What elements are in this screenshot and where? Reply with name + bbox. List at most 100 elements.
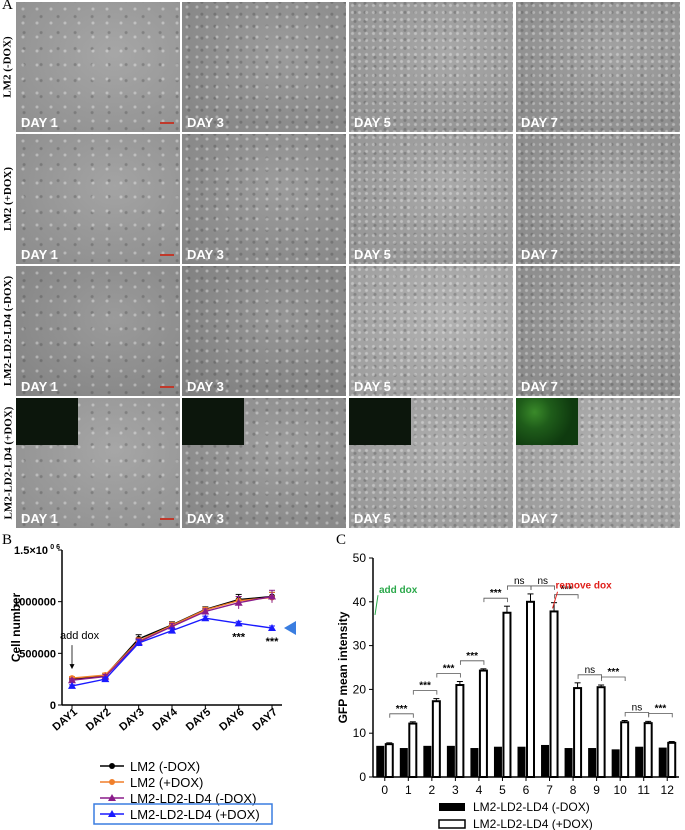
comparison-bracket — [459, 660, 485, 665]
micrograph-tile: DAY 3 — [182, 134, 346, 264]
cell-texture — [16, 134, 180, 264]
comparison-bracket — [554, 594, 579, 599]
micrograph-tile: DAY 7 — [516, 134, 680, 264]
add-dox-pointer — [374, 595, 379, 616]
bar-plus-dox — [384, 743, 394, 778]
legend: LM2 (-DOX)LM2 (+DOX)LM2-LD2-LD4 (-DOX)LM… — [93, 759, 273, 825]
legend-label: LM2 (+DOX) — [130, 775, 203, 790]
significance-day7: *** — [266, 636, 280, 648]
data-point — [234, 598, 243, 606]
day-label: DAY 1 — [21, 247, 58, 262]
cell-texture — [182, 134, 346, 264]
y-tick-label: 1000000 — [13, 597, 56, 609]
micrograph-tile: DAY 5 — [349, 398, 513, 528]
day-label: DAY 1 — [21, 511, 58, 526]
data-point — [68, 676, 76, 684]
bar-minus-dox — [564, 748, 573, 778]
legend-marker — [109, 763, 115, 769]
legend-highlight-box — [93, 803, 273, 825]
legend-label: LM2-LD2-LD4 (+DOX) — [473, 817, 593, 830]
x-tick-label: 12 — [661, 783, 675, 797]
cell-texture — [182, 2, 346, 132]
gfp-fluorescence-inset — [182, 398, 244, 445]
data-point — [201, 607, 210, 615]
comparison-label: *** — [466, 651, 478, 662]
x-tick-label: 0 — [381, 783, 388, 797]
bar-plus-dox — [596, 686, 606, 779]
comparison-bracket — [483, 597, 508, 603]
comparison-label: ns — [537, 576, 548, 587]
cell-texture — [182, 266, 346, 396]
comparison-label: *** — [419, 681, 431, 692]
bar-minus-dox — [588, 748, 597, 778]
y-tick-label-exp: 0 6 — [50, 544, 60, 551]
data-point — [268, 624, 276, 632]
day-label: DAY 1 — [21, 115, 58, 130]
micrograph-tile: DAY 7 — [516, 398, 680, 528]
panel-c-letter: C — [336, 532, 347, 548]
cell-texture — [349, 266, 513, 396]
day-label: DAY 7 — [521, 247, 558, 262]
bar-plus-dox — [549, 610, 559, 778]
data-point — [68, 681, 76, 689]
bar-minus-dox — [376, 745, 385, 778]
comparison-bracket — [389, 713, 414, 718]
day-label: DAY 3 — [187, 511, 224, 526]
day-label: DAY 3 — [187, 115, 224, 130]
comparison-bracket — [648, 712, 673, 718]
bar-plus-dox — [573, 687, 583, 778]
cell-texture — [516, 2, 680, 132]
comparison-label: *** — [490, 588, 502, 599]
data-point — [101, 675, 110, 683]
data-point — [201, 614, 210, 622]
bar-minus-dox — [658, 747, 667, 778]
y-tick-label: 50 — [353, 551, 367, 565]
add-dox-label: add dox — [60, 630, 100, 642]
legend-marker — [108, 794, 116, 801]
day-label: DAY 5 — [354, 247, 391, 262]
comparisons: *** *** *** *** *** ns ns *** ns *** ns *** — [389, 576, 673, 718]
comparison-label: *** — [443, 664, 455, 675]
day-label: DAY 5 — [354, 511, 391, 526]
micrograph-tile: DAY 5 — [349, 2, 513, 132]
legend-marker — [109, 779, 115, 785]
x-tick-label: 10 — [613, 783, 627, 797]
data-point — [268, 592, 276, 600]
cell-texture — [349, 2, 513, 132]
comparison-bracket — [412, 690, 438, 695]
x-tick-label: DAY4 — [151, 706, 181, 734]
comparison-bracket — [436, 673, 461, 678]
gfp-fluorescence-inset — [16, 398, 78, 445]
series-3 — [68, 614, 276, 689]
legend-label: LM2-LD2-LD4 (-DOX) — [130, 791, 256, 806]
data-point — [234, 619, 243, 627]
scale-bar — [160, 518, 174, 520]
legend-swatch — [438, 819, 466, 829]
x-tick-label: 9 — [593, 783, 600, 797]
add-dox-label: add dox — [379, 585, 418, 596]
bar-plus-dox — [620, 721, 630, 778]
data-point — [134, 639, 143, 646]
row-label: LM2 (+DOX) — [0, 134, 16, 264]
bar-plus-dox — [526, 600, 535, 778]
x-tick-label: 11 — [637, 783, 650, 797]
bar-plus-dox — [431, 700, 441, 778]
bar-plus-dox — [478, 669, 488, 778]
row-label-text: LM2 (+DOX) — [2, 166, 15, 232]
scale-bar — [160, 122, 174, 124]
micrograph-tile: DAY 5 — [349, 134, 513, 264]
row-label: LM2 (-DOX) — [0, 2, 16, 132]
bar-plus-dox — [643, 722, 653, 779]
day-label: DAY 3 — [187, 247, 224, 262]
scale-bar — [160, 254, 174, 256]
x-tick-label: 4 — [476, 783, 483, 797]
y-tick-label: 40 — [353, 595, 367, 609]
comparison-label: *** — [608, 667, 620, 678]
x-tick-label: DAY3 — [117, 706, 146, 733]
x-tick-label: 8 — [570, 783, 577, 797]
micrograph-tile: DAY 1 — [16, 266, 180, 396]
x-tick-label: 2 — [429, 783, 436, 797]
comparison-bracket — [601, 676, 626, 682]
bar-plus-dox — [455, 684, 465, 779]
y-tick-label: 20 — [353, 682, 367, 696]
